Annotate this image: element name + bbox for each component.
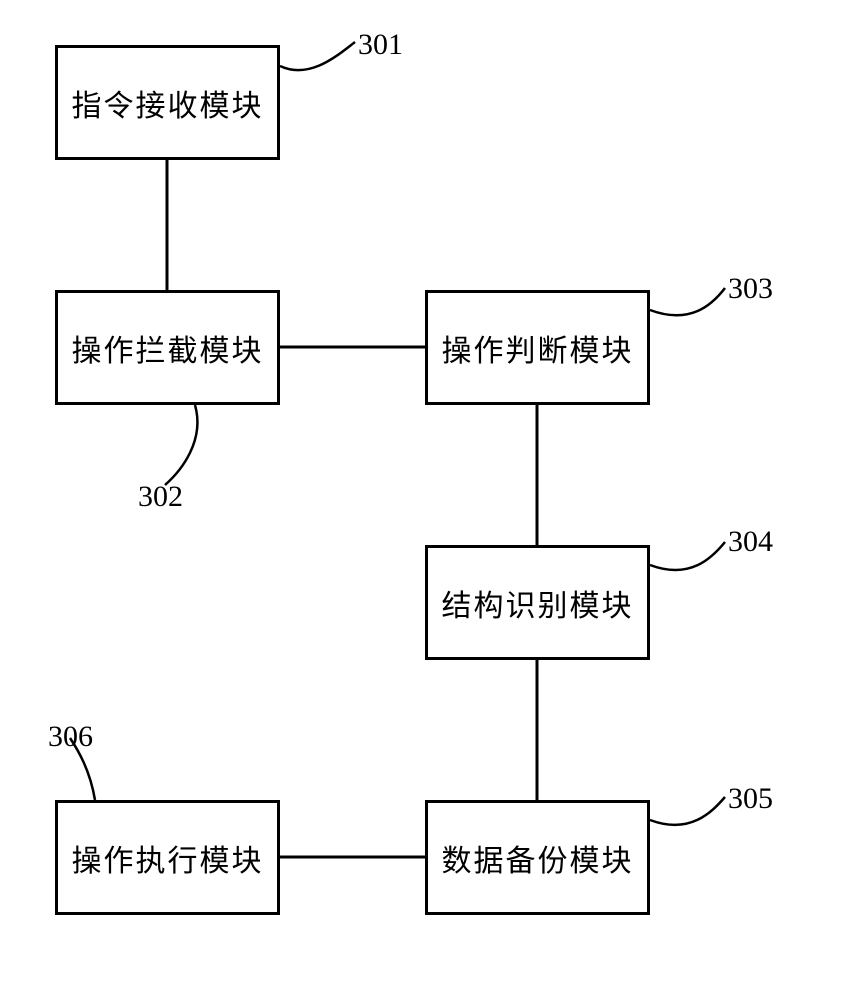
callout-label-n306: 306 <box>48 720 93 754</box>
node-text: 数据备份模块 <box>442 836 634 880</box>
node-text: 操作判断模块 <box>442 326 634 370</box>
callout-label-n304: 304 <box>728 525 773 559</box>
callout-label-n305: 305 <box>728 782 773 816</box>
node-n306: 操作执行模块 <box>55 800 280 915</box>
node-n301: 指令接收模块 <box>55 45 280 160</box>
node-text: 操作执行模块 <box>72 836 264 880</box>
leader-n305 <box>650 797 725 825</box>
callout-label-n303: 303 <box>728 272 773 306</box>
node-n303: 操作判断模块 <box>425 290 650 405</box>
leader-n301 <box>280 42 355 70</box>
leader-n304 <box>650 542 725 570</box>
callout-label-n302: 302 <box>138 480 183 514</box>
callout-label-n301: 301 <box>358 28 403 62</box>
node-text: 操作拦截模块 <box>72 326 264 370</box>
node-n305: 数据备份模块 <box>425 800 650 915</box>
edges-group <box>167 160 537 857</box>
node-text: 指令接收模块 <box>72 81 264 125</box>
node-n304: 结构识别模块 <box>425 545 650 660</box>
node-text: 结构识别模块 <box>442 581 634 625</box>
leader-n303 <box>650 288 725 315</box>
leader-n302 <box>165 405 197 485</box>
node-n302: 操作拦截模块 <box>55 290 280 405</box>
